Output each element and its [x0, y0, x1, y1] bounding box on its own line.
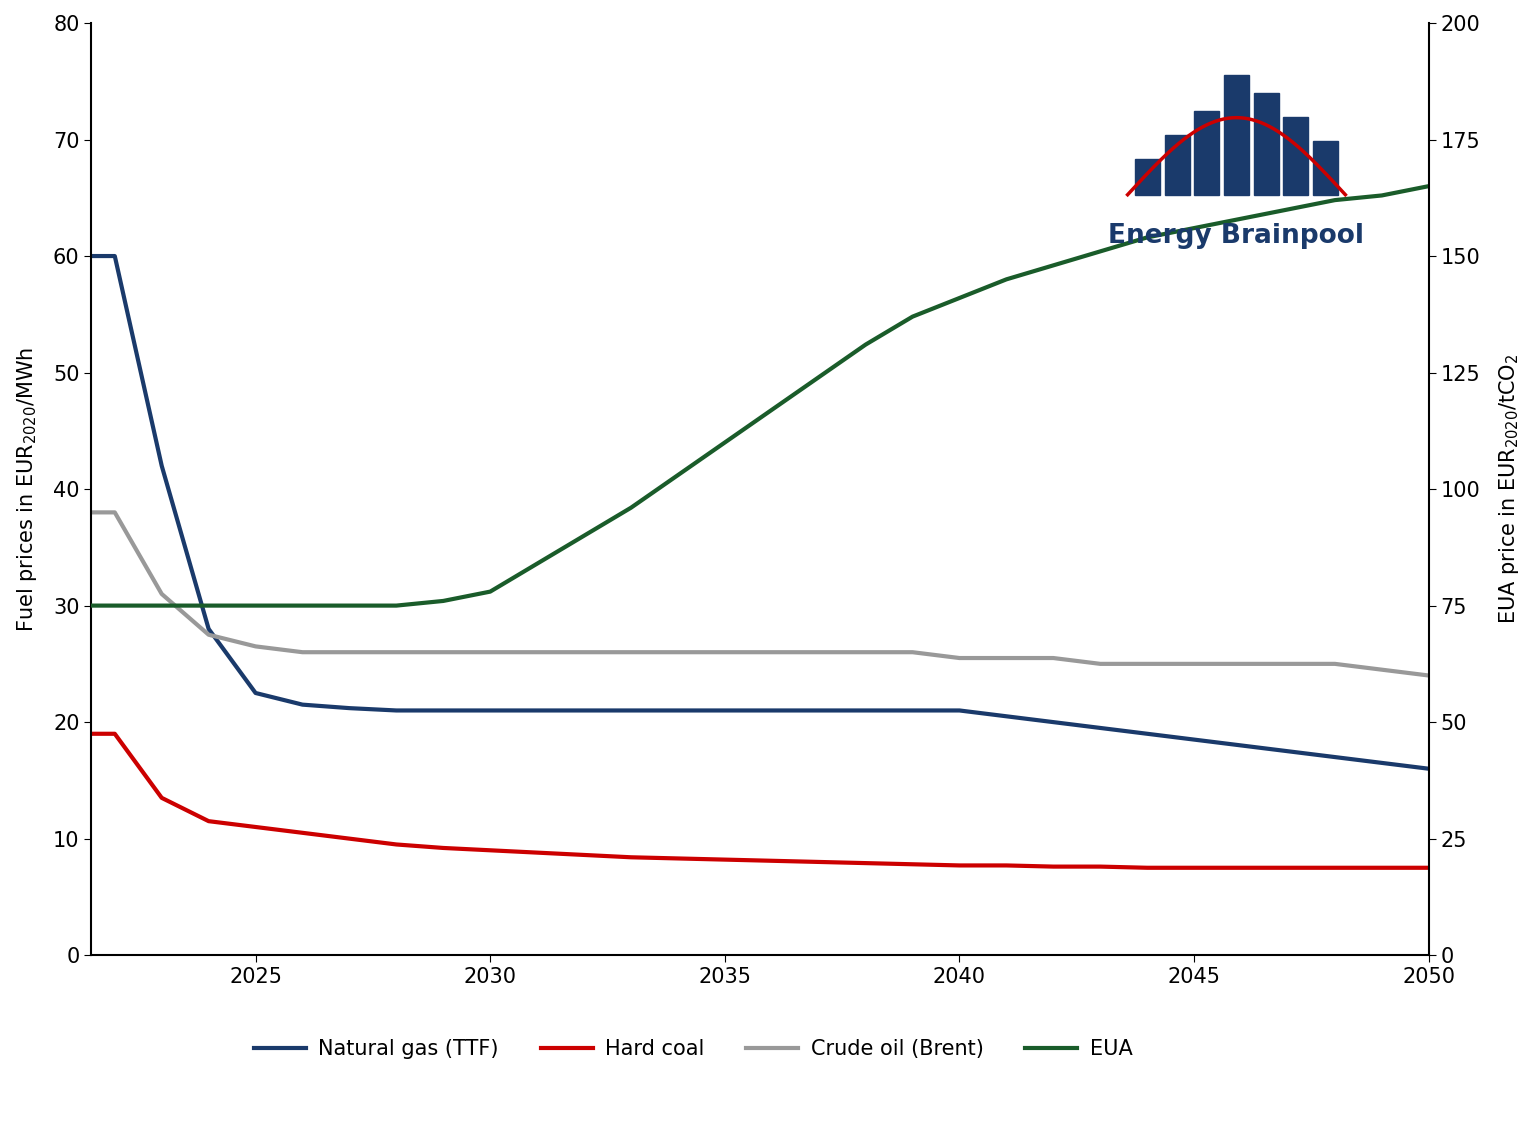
Bar	[1224, 75, 1249, 195]
Bar	[1253, 93, 1278, 195]
Y-axis label: Fuel prices in EUR$_{2020}$/MWh: Fuel prices in EUR$_{2020}$/MWh	[15, 347, 38, 631]
Bar	[1164, 134, 1190, 195]
Bar	[1283, 117, 1309, 195]
Bar	[1135, 158, 1160, 195]
Bar	[1195, 111, 1220, 195]
Y-axis label: EUA price in EUR$_{2020}$/tCO$_{2}$: EUA price in EUR$_{2020}$/tCO$_{2}$	[1498, 354, 1521, 625]
Bar	[1313, 141, 1338, 195]
Legend: Natural gas (TTF), Hard coal, Crude oil (Brent), EUA: Natural gas (TTF), Hard coal, Crude oil …	[246, 1031, 1141, 1068]
Text: Energy Brainpool: Energy Brainpool	[1109, 223, 1364, 249]
